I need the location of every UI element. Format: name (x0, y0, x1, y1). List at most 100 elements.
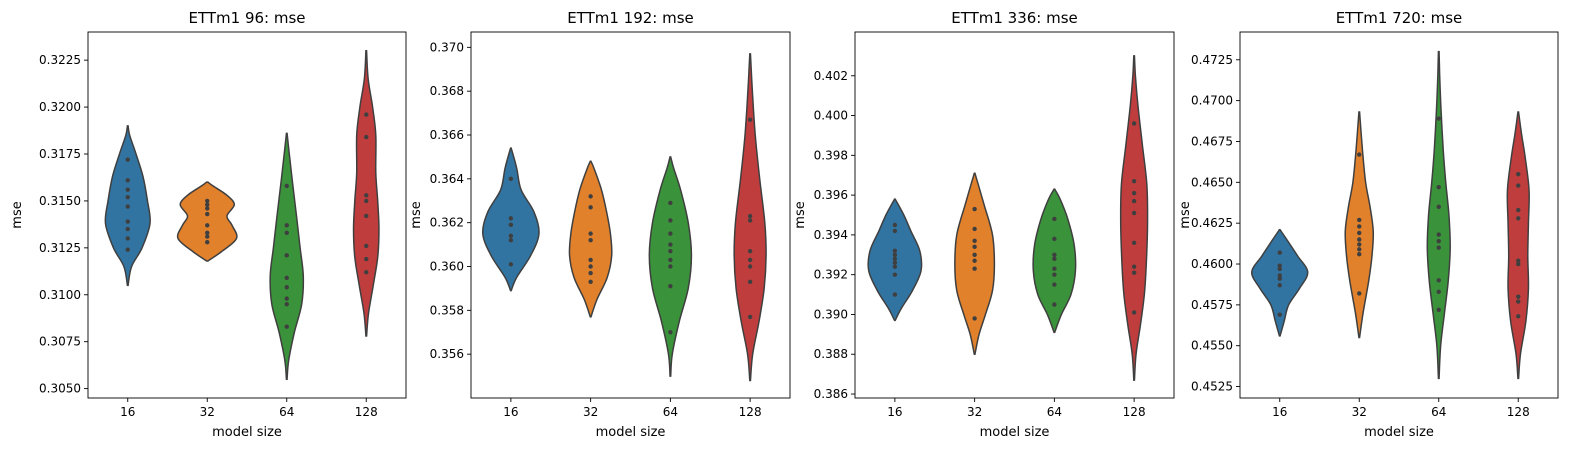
data-point (284, 285, 289, 290)
y-axis-label: mse (409, 201, 424, 228)
x-tick-label: 32 (967, 405, 982, 419)
data-point (972, 244, 977, 250)
y-tick-label: 0.3150 (39, 194, 81, 208)
violin-128 (1119, 55, 1149, 381)
data-point (747, 257, 753, 263)
x-axis-label: model size (212, 425, 282, 440)
data-point (972, 226, 977, 232)
data-point (747, 248, 753, 254)
x-tick-label: 128 (739, 405, 762, 419)
y-tick-label: 0.4650 (1191, 175, 1233, 189)
y-tick-label: 0.3225 (39, 53, 81, 67)
data-point (364, 213, 369, 219)
chart-title: ETTm1 720: mse (1336, 9, 1463, 27)
y-tick-label: 0.4700 (1191, 94, 1233, 108)
chart-title: ETTm1 192: mse (567, 9, 694, 27)
data-point (892, 272, 898, 277)
data-point (284, 296, 289, 301)
data-point (1357, 247, 1362, 252)
x-tick-label: 64 (1047, 405, 1062, 419)
data-point (1436, 232, 1441, 237)
y-axis-label: mse (1178, 201, 1193, 228)
data-point (892, 264, 898, 269)
data-point (972, 238, 977, 244)
y-tick-label: 0.4725 (1191, 53, 1233, 67)
y-tick-label: 0.390 (814, 307, 848, 321)
x-tick-label: 32 (200, 405, 215, 419)
data-point (125, 194, 130, 200)
y-tick-label: 0.4600 (1191, 257, 1233, 271)
y-tick-label: 0.370 (430, 40, 464, 54)
data-point (284, 183, 289, 189)
data-point (1516, 258, 1521, 263)
data-point (205, 223, 210, 228)
data-point (1052, 252, 1057, 257)
data-point (588, 264, 593, 269)
data-point (1277, 250, 1282, 255)
data-point (205, 230, 210, 236)
y-tick-label: 0.4575 (1191, 298, 1233, 312)
data-point (972, 252, 977, 257)
x-tick-label: 64 (663, 405, 678, 419)
data-point (125, 236, 130, 241)
y-tick-label: 0.358 (430, 303, 464, 317)
data-point (1436, 204, 1441, 210)
data-point (892, 292, 898, 297)
data-point (668, 231, 673, 236)
violin-32 (176, 181, 238, 262)
x-tick-label: 128 (355, 405, 378, 419)
y-tick-label: 0.3125 (39, 241, 81, 255)
data-point (284, 253, 289, 258)
x-tick-label: 64 (1431, 405, 1446, 419)
y-tick-label: 0.4550 (1191, 339, 1233, 353)
data-point (508, 233, 514, 239)
data-point (1436, 238, 1441, 244)
y-tick-label: 0.360 (430, 260, 464, 274)
data-point (892, 252, 898, 257)
x-tick-label: 32 (583, 405, 598, 419)
data-point (125, 219, 130, 224)
data-point (1277, 266, 1282, 272)
data-point (972, 206, 977, 212)
y-tick-label: 0.388 (814, 347, 848, 361)
data-point (205, 206, 210, 211)
data-point (205, 240, 210, 245)
data-point (747, 279, 753, 285)
data-point (1052, 282, 1057, 287)
data-point (364, 256, 369, 262)
data-point (588, 270, 593, 276)
data-point (668, 257, 673, 263)
data-point (1357, 242, 1362, 247)
chart-title: ETTm1 96: mse (188, 9, 305, 27)
data-point (892, 222, 898, 228)
data-point (588, 238, 593, 243)
data-point (668, 242, 673, 247)
data-point (1436, 245, 1441, 250)
data-point (668, 284, 673, 289)
data-point (508, 222, 514, 228)
data-point (284, 223, 289, 228)
data-point (1516, 294, 1521, 299)
y-tick-label: 0.366 (430, 128, 464, 142)
data-point (588, 194, 593, 199)
data-point (1131, 310, 1137, 315)
y-tick-label: 0.362 (430, 216, 464, 230)
data-point (747, 264, 753, 269)
axes-frame (1239, 31, 1559, 399)
data-point (892, 248, 898, 253)
data-point (125, 204, 130, 209)
x-tick-label: 64 (279, 405, 294, 419)
y-tick-label: 0.4625 (1191, 216, 1233, 230)
data-point (972, 316, 977, 321)
data-point (1052, 216, 1057, 222)
axes-frame (470, 31, 791, 399)
data-point (1436, 185, 1441, 190)
data-point (508, 238, 514, 243)
data-point (1277, 263, 1282, 268)
data-point (972, 258, 977, 263)
y-tick-label: 0.3175 (39, 147, 81, 161)
data-point (972, 266, 977, 271)
y-tick-label: 0.368 (430, 84, 464, 98)
y-tick-label: 0.402 (814, 69, 848, 83)
data-point (1131, 178, 1137, 184)
